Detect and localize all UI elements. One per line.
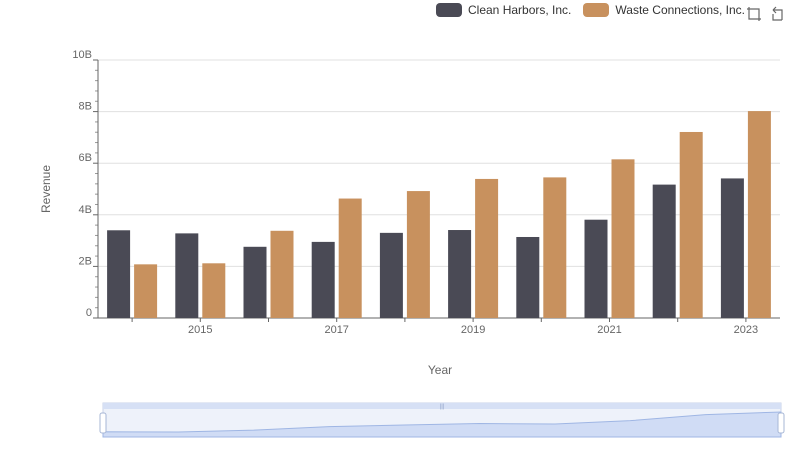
- legend-item-0[interactable]: Clean Harbors, Inc.: [436, 3, 571, 17]
- x-tick-label: 2019: [461, 324, 485, 336]
- bar-2019-s0[interactable]: [448, 230, 472, 318]
- datazoom-top-bar[interactable]: [103, 403, 781, 409]
- bar-2023-s0[interactable]: [720, 178, 744, 318]
- bar-2014-s1[interactable]: [134, 264, 158, 318]
- y-tick-label: 2B: [79, 255, 92, 267]
- bar-2018-s0[interactable]: [379, 232, 403, 318]
- bar-2020-s0[interactable]: [516, 236, 540, 318]
- bar-2015-s0[interactable]: [175, 233, 199, 318]
- bar-2018-s1[interactable]: [406, 191, 430, 318]
- x-axis-title: Year: [428, 363, 452, 377]
- datazoom-grip-icon[interactable]: |||: [440, 404, 445, 410]
- legend-label: Waste Connections, Inc.: [615, 3, 746, 17]
- chart-legend: Clean Harbors, Inc. Waste Connections, In…: [436, 3, 745, 17]
- bar-2017-s1[interactable]: [338, 198, 362, 318]
- datazoom-handle-left[interactable]: [99, 412, 107, 434]
- bar-2019-s1[interactable]: [475, 178, 499, 318]
- bar-2020-s1[interactable]: [543, 177, 567, 318]
- bar-2022-s1[interactable]: [679, 131, 703, 318]
- legend-swatch: [436, 3, 462, 17]
- bar-2022-s0[interactable]: [652, 184, 676, 318]
- bar-2023-s1[interactable]: [747, 111, 771, 318]
- y-tick-label: 10B: [72, 49, 92, 61]
- bar-2016-s0[interactable]: [243, 246, 267, 318]
- y-axis-title: Revenue: [39, 165, 53, 213]
- datazoom-handle-right[interactable]: [777, 412, 785, 434]
- y-tick-label: 0: [86, 307, 92, 319]
- x-tick-label: 2021: [597, 324, 621, 336]
- x-tick-label: 2017: [324, 324, 348, 336]
- datazoom-overview: [102, 411, 782, 438]
- bar-2021-s0[interactable]: [584, 219, 608, 318]
- x-tick-label: 2023: [734, 324, 758, 336]
- legend-item-1[interactable]: Waste Connections, Inc.: [583, 3, 745, 17]
- bar-2015-s1[interactable]: [202, 263, 226, 318]
- y-tick-label: 8B: [79, 101, 92, 113]
- bar-2021-s1[interactable]: [611, 159, 635, 318]
- restore-icon[interactable]: [770, 6, 786, 22]
- legend-swatch: [583, 3, 610, 17]
- zoom-icon[interactable]: [746, 6, 762, 22]
- bar-2017-s0[interactable]: [311, 241, 335, 318]
- y-tick-label: 6B: [79, 152, 92, 164]
- x-tick-label: 2015: [188, 324, 212, 336]
- chart-toolbox: [746, 6, 786, 22]
- bar-2016-s1[interactable]: [270, 230, 294, 318]
- bar-2014-s0[interactable]: [107, 230, 131, 318]
- legend-label: Clean Harbors, Inc.: [468, 3, 572, 17]
- y-tick-label: 4B: [79, 204, 92, 216]
